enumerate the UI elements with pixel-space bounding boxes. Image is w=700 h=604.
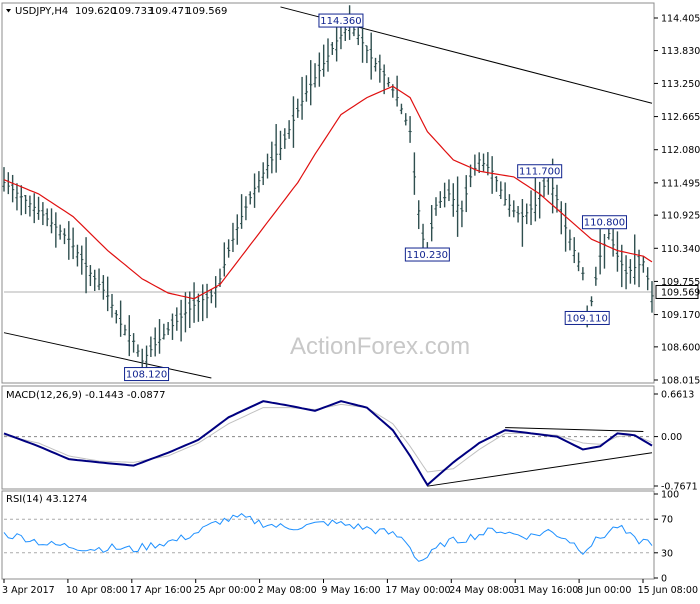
x-tick-label: 10 Apr 08:00 [66, 585, 128, 596]
price-panel-frame [1, 2, 655, 384]
macd-trendline-1 [427, 452, 653, 487]
macd-title: MACD(12,26,9) -0.1443 -0.0877 [6, 390, 166, 401]
x-tick-label: 17 May 00:00 [385, 585, 450, 596]
header-high: 109.733 [112, 6, 153, 17]
header-open: 109.620 [75, 6, 116, 17]
annotation-box [404, 247, 450, 262]
y-tick-label: 111.495 [661, 178, 700, 189]
x-axis: 3 Apr 2017 10 Apr 08:00 17 Apr 16:00 25 Apr… [2, 579, 698, 596]
header-low: 109.471 [149, 6, 190, 17]
price-annotation: 110.230 [404, 247, 450, 262]
macd-y-tick-label: 0.00 [661, 432, 682, 443]
y-tick-label: 109.170 [661, 310, 700, 321]
y-tick-label: 113.250 [661, 79, 700, 90]
y-tick-label: 109.755 [661, 277, 700, 288]
annotation-label: 109.110 [567, 313, 608, 324]
x-tick-label: 17 Apr 16:00 [130, 585, 192, 596]
watermark: ActionForex.com [290, 333, 470, 360]
annotation-box [581, 215, 627, 230]
rsi-y-tick-label: 100 [661, 490, 679, 501]
macd-panel-frame [1, 385, 655, 490]
rsi-series-line [3, 512, 653, 562]
price-annotation: 114.360 [318, 13, 364, 28]
rsi-y-tick-label: 0 [661, 574, 667, 585]
moving-average-line [3, 85, 653, 300]
x-tick-label: 25 Apr 00:00 [194, 585, 256, 596]
y-tick-label: 110.925 [661, 211, 700, 222]
y-tick-label: 110.340 [661, 244, 700, 255]
x-tick-label: 24 May 08:00 [449, 585, 514, 596]
last-price-label: 109.569 [661, 287, 700, 298]
macd-series-macd [3, 400, 653, 487]
y-tick-label: 113.830 [661, 46, 700, 57]
price-annotation: 109.110 [564, 310, 610, 325]
y-tick-label: 108.600 [661, 342, 700, 353]
annotation-label: 110.230 [407, 250, 448, 261]
annotation-label: 111.700 [519, 167, 560, 178]
y-axis: 114.405 113.830 113.250 112.665 112.080 111.4… [654, 14, 700, 585]
macd-layer [3, 400, 653, 487]
rsi-layer [3, 512, 653, 562]
dropdown-triangle-icon[interactable] [6, 9, 11, 13]
y-tick-label: 114.405 [661, 14, 700, 25]
annotation-box [517, 164, 563, 179]
macd-y-tick-label: 0.6613 [661, 390, 694, 401]
price-annotation: 111.700 [517, 164, 563, 179]
price-header: USDJPY,H4 109.620 109.733 109.471 109.56… [6, 6, 227, 17]
annotation-label: 108.120 [126, 370, 167, 381]
x-tick-label: 8 Jun 00:00 [577, 585, 631, 596]
price-layer: 114.360 108.120 110.230 111.700 110.800 109.1… [2, 5, 654, 382]
x-tick-label: 9 May 16:00 [322, 585, 381, 596]
rsi-y-tick-label: 70 [661, 515, 673, 526]
header-close: 109.569 [186, 6, 227, 17]
y-tick-label: 112.080 [661, 145, 700, 156]
macd-y-tick-label: -0.7671 [661, 482, 698, 493]
annotation-box [124, 367, 170, 382]
annotation-box [318, 13, 364, 28]
symbol-title: USDJPY,H4 [15, 6, 68, 17]
annotation-label: 114.360 [320, 16, 361, 27]
rsi-panel-frame [1, 490, 655, 580]
rsi-y-tick-label: 30 [661, 548, 673, 559]
last-price-box [655, 284, 699, 299]
x-tick-label: 31 May 16:00 [513, 585, 578, 596]
trendline-0 [3, 332, 212, 379]
y-tick-label: 112.665 [661, 112, 700, 123]
annotation-label: 110.800 [584, 218, 625, 229]
macd-trendline-0 [505, 427, 644, 432]
annotation-box [564, 310, 610, 325]
x-tick-label: 15 Jun 08:00 [638, 585, 698, 596]
price-annotation: 110.800 [581, 215, 627, 230]
x-tick-label: 2 May 08:00 [258, 585, 317, 596]
rsi-title: RSI(14) 43.1274 [6, 494, 87, 505]
price-annotation: 108.120 [124, 367, 170, 382]
y-tick-label: 108.015 [661, 376, 700, 387]
x-tick-label: 3 Apr 2017 [2, 585, 55, 596]
